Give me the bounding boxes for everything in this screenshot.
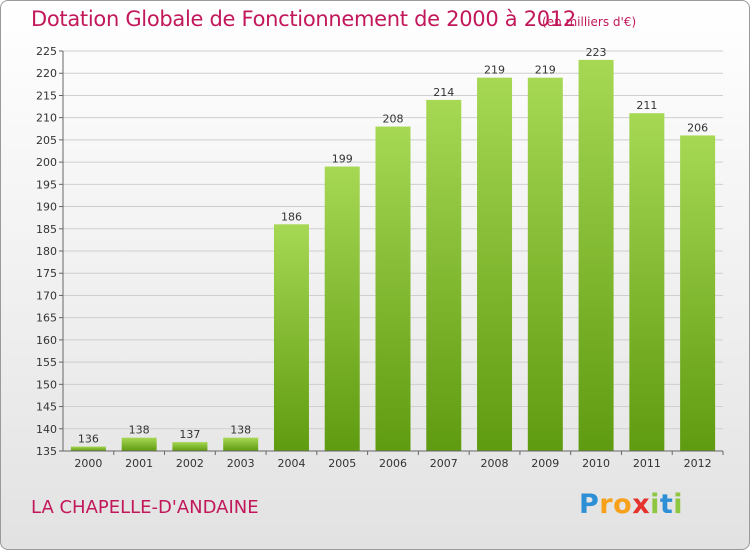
x-tick-label: 2000 [74, 457, 102, 470]
value-label: 137 [179, 428, 200, 441]
bar [121, 437, 157, 451]
y-tick-label: 150 [36, 378, 57, 391]
y-tick-label: 200 [36, 156, 57, 169]
value-label: 138 [230, 424, 251, 437]
value-label: 208 [383, 113, 404, 126]
bar [680, 135, 716, 451]
logo-letter: i [673, 489, 684, 520]
bar [527, 77, 563, 452]
y-tick-label: 220 [36, 67, 57, 80]
value-label: 223 [586, 46, 607, 59]
value-label: 211 [636, 99, 657, 112]
y-tick-label: 140 [36, 423, 57, 436]
bar [578, 59, 614, 452]
chart-unit: (en milliers d'€) [542, 15, 637, 29]
bar [629, 113, 665, 451]
logo-letter: P [579, 489, 600, 520]
bar [70, 446, 106, 451]
proxiti-logo: Proxiti [579, 489, 683, 520]
value-label: 199 [332, 153, 353, 166]
y-tick-label: 135 [36, 445, 57, 458]
y-tick-label: 185 [36, 223, 57, 236]
y-tick-label: 170 [36, 289, 57, 302]
x-tick-label: 2009 [531, 457, 559, 470]
value-label: 219 [535, 64, 556, 77]
x-tick-label: 2004 [277, 457, 305, 470]
x-tick-label: 2011 [633, 457, 661, 470]
x-tick-label: 2007 [430, 457, 458, 470]
x-tick-label: 2010 [582, 457, 610, 470]
y-tick-label: 210 [36, 112, 57, 125]
bar [223, 437, 259, 451]
x-tick-label: 2005 [328, 457, 356, 470]
x-tick-label: 2003 [227, 457, 255, 470]
value-label: 138 [129, 424, 150, 437]
y-tick-label: 205 [36, 134, 57, 147]
x-tick-label: 2008 [481, 457, 509, 470]
logo-letter: o [613, 489, 633, 520]
bar [375, 126, 411, 452]
x-tick-label: 2012 [684, 457, 712, 470]
bar [324, 166, 360, 452]
y-tick-label: 215 [36, 89, 57, 102]
chart-title: Dotation Globale de Fonctionnement de 20… [31, 7, 576, 31]
axes: 135 140 145 150 155 160 165 170 175 180 185 190 195 2… [36, 45, 724, 470]
bar [172, 442, 208, 451]
bar [273, 224, 309, 451]
value-label: 186 [281, 210, 302, 223]
logo-letter: t [659, 489, 674, 520]
value-label: 214 [433, 86, 454, 99]
y-tick-label: 165 [36, 312, 57, 325]
x-tick-label: 2001 [125, 457, 153, 470]
y-tick-label: 160 [36, 334, 57, 347]
logo-letter: x [632, 489, 651, 520]
value-labels: 136 138 137 138 186 199 208 214 219 219 223 211 206 [78, 46, 708, 446]
logo-letter: r [599, 489, 614, 520]
y-tick-label: 175 [36, 267, 57, 280]
y-tick-label: 155 [36, 356, 57, 369]
value-label: 206 [687, 121, 708, 134]
bar [426, 99, 462, 451]
bars [70, 59, 716, 452]
x-tick-label: 2002 [176, 457, 204, 470]
y-tick-label: 180 [36, 245, 57, 258]
y-tick-label: 195 [36, 178, 57, 191]
y-tick-label: 190 [36, 201, 57, 214]
y-tick-label: 225 [36, 45, 57, 58]
x-tick-label: 2006 [379, 457, 407, 470]
value-label: 219 [484, 64, 505, 77]
bar [477, 77, 513, 452]
logo-letter: i [650, 489, 660, 520]
commune-name: LA CHAPELLE-D'ANDAINE [31, 497, 259, 518]
y-tick-label: 145 [36, 401, 57, 414]
value-label: 136 [78, 433, 99, 446]
